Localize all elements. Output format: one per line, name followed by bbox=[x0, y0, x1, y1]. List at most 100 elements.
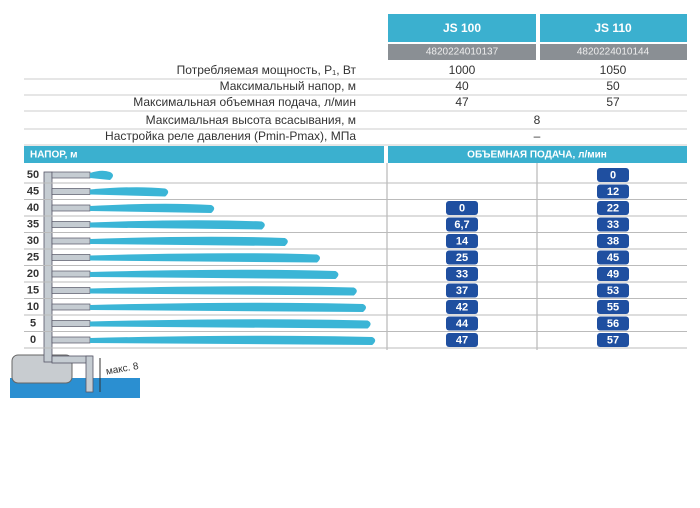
spec-label: Максимальная высота всасывания, м bbox=[146, 113, 356, 127]
water-jet bbox=[90, 236, 288, 246]
water-jet bbox=[90, 269, 339, 279]
water-jet bbox=[90, 220, 265, 230]
spec-value: 57 bbox=[606, 95, 620, 109]
flow-value: 53 bbox=[607, 285, 619, 297]
flow-value: 38 bbox=[607, 235, 619, 247]
suction-label: макс. 8 bbox=[105, 361, 140, 378]
head-label: 35 bbox=[27, 218, 39, 230]
branch-pipe bbox=[51, 204, 91, 212]
flow-badge bbox=[597, 300, 629, 314]
flow-badge bbox=[446, 201, 478, 215]
flow-value: 33 bbox=[456, 268, 468, 280]
flow-badge bbox=[446, 316, 478, 331]
head-title: НАПОР, м bbox=[30, 150, 78, 161]
flow-value: 57 bbox=[607, 334, 619, 346]
flow-badge bbox=[597, 184, 629, 199]
branch-pipe bbox=[51, 254, 91, 261]
branch-pipe bbox=[51, 221, 91, 228]
pipe bbox=[43, 171, 53, 363]
flow-header bbox=[388, 146, 687, 163]
spec-value: 40 bbox=[455, 79, 469, 93]
flow-value: 14 bbox=[456, 235, 469, 247]
flow-badge bbox=[446, 250, 478, 265]
model-name: JS 100 bbox=[443, 21, 481, 35]
flow-badge bbox=[597, 333, 629, 347]
spec-label: Потребляемая мощность, P₁, Вт bbox=[177, 63, 357, 77]
branch-pipe bbox=[51, 303, 91, 311]
flow-value: 33 bbox=[607, 219, 619, 231]
water-jet bbox=[90, 286, 357, 296]
spec-value: 47 bbox=[455, 95, 469, 109]
flow-value: 0 bbox=[610, 169, 616, 181]
head-header bbox=[24, 146, 384, 163]
head-label: 30 bbox=[27, 235, 39, 247]
model-code: 4820224010144 bbox=[577, 47, 650, 58]
head-label: 0 bbox=[30, 334, 36, 346]
flow-value: 47 bbox=[456, 334, 468, 346]
head-label: 20 bbox=[27, 268, 39, 280]
flow-badge bbox=[446, 267, 478, 281]
spec-value: – bbox=[534, 129, 541, 143]
flow-badge bbox=[597, 168, 629, 182]
flow-value: 12 bbox=[607, 186, 619, 198]
spec-label: Максимальный напор, м bbox=[220, 79, 356, 93]
head-label: 10 bbox=[27, 301, 39, 313]
water-jet bbox=[90, 253, 320, 263]
spec-label: Настройка реле давления (Pmin-Pmax), МПа bbox=[105, 129, 356, 143]
water-jet bbox=[90, 203, 215, 213]
code-cell bbox=[540, 44, 687, 60]
head-label: 5 bbox=[30, 317, 36, 329]
flow-value: 45 bbox=[607, 252, 619, 264]
flow-value: 44 bbox=[456, 318, 469, 330]
head-label: 45 bbox=[27, 185, 39, 197]
flow-badge bbox=[597, 234, 629, 248]
water-jet bbox=[90, 335, 376, 345]
code-cell bbox=[388, 44, 536, 60]
head-label: 40 bbox=[27, 202, 39, 214]
model-name: JS 110 bbox=[594, 21, 632, 35]
model-header bbox=[388, 14, 536, 42]
flow-value: 55 bbox=[607, 301, 619, 313]
water-jet bbox=[90, 319, 371, 329]
spec-value: 1050 bbox=[600, 63, 627, 77]
flow-badge bbox=[597, 217, 629, 232]
flow-badge bbox=[597, 283, 629, 298]
head-label: 15 bbox=[27, 284, 39, 296]
flow-value: 56 bbox=[607, 318, 619, 330]
flow-badge bbox=[597, 316, 629, 331]
water-jet bbox=[90, 187, 169, 197]
spec-value: 1000 bbox=[449, 63, 476, 77]
flow-value: 25 bbox=[456, 252, 468, 264]
flow-badge bbox=[597, 201, 629, 215]
branch-pipe bbox=[51, 336, 91, 344]
flow-value: 42 bbox=[456, 301, 468, 313]
pipe bbox=[85, 355, 94, 393]
water-jet bbox=[90, 302, 366, 312]
branch-pipe bbox=[51, 237, 91, 245]
flow-badge bbox=[446, 234, 478, 248]
spec-value: 8 bbox=[534, 113, 541, 127]
flow-badge bbox=[446, 217, 478, 232]
water-jet bbox=[90, 170, 113, 180]
spec-value: 50 bbox=[606, 79, 620, 93]
head-label: 25 bbox=[27, 251, 39, 263]
branch-pipe bbox=[51, 287, 91, 294]
flow-badge bbox=[597, 250, 629, 265]
flow-badge bbox=[446, 300, 478, 314]
flow-value: 49 bbox=[607, 268, 619, 280]
branch-pipe bbox=[51, 320, 91, 327]
branch-pipe bbox=[51, 270, 91, 278]
flow-badge bbox=[446, 333, 478, 347]
spec-label: Максимальная объемная подача, л/мин bbox=[133, 95, 356, 109]
flow-value: 6,7 bbox=[454, 219, 469, 231]
branch-pipe bbox=[51, 171, 91, 179]
flow-title: ОБЪЕМНАЯ ПОДАЧА, л/мин bbox=[467, 150, 607, 161]
model-header bbox=[540, 14, 687, 42]
flow-value: 22 bbox=[607, 202, 619, 214]
model-code: 4820224010137 bbox=[426, 47, 499, 58]
flow-value: 37 bbox=[456, 285, 468, 297]
flow-badge bbox=[597, 267, 629, 281]
head-label: 50 bbox=[27, 169, 39, 181]
branch-pipe bbox=[51, 188, 91, 195]
